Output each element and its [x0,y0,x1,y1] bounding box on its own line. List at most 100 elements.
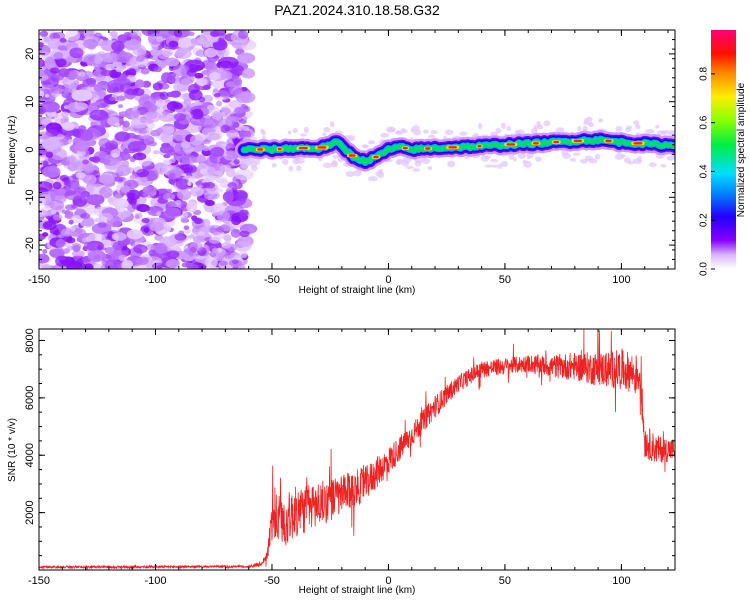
ridge-halo-speckle [484,164,494,168]
noise-speckle [39,212,45,218]
noise-speckle [205,131,223,142]
y-tick-label: 4000 [24,443,36,467]
noise-speckle [148,249,157,257]
noise-speckle [57,45,67,51]
noise-speckle [196,38,205,45]
noise-speckle [222,191,234,203]
noise-speckle [190,231,200,238]
noise-speckle [209,72,221,81]
colorbar-tick-label: 0.2 [699,213,710,227]
noise-speckle [172,102,183,110]
noise-speckle [152,82,163,91]
noise-speckle [81,237,89,243]
ridge-halo-speckle [331,160,338,166]
noise-speckle [139,221,145,227]
noise-speckle [39,84,56,94]
noise-speckle [108,96,116,102]
noise-speckle [91,102,99,107]
noise-speckle [39,253,50,264]
figure-title: PAZ1.2024.310.18.58.G32 [274,2,440,18]
noise-speckle [219,164,232,172]
ridge-peak [477,145,482,148]
noise-speckle [153,66,163,73]
noise-speckle [39,42,44,48]
noise-speckle [183,98,192,106]
noise-speckle [239,224,249,232]
noise-speckle [61,121,75,131]
x-tick-label: 100 [612,274,630,286]
y-tick-label: -20 [24,237,36,253]
noise-speckle [106,87,115,94]
noise-speckle [213,203,226,213]
ridge-halo-speckle [271,162,277,168]
noise-speckle [230,228,241,238]
noise-speckle [71,243,82,251]
noise-speckle [233,158,240,165]
ridge-halo-speckle [400,128,407,132]
noise-speckle [200,187,213,195]
noise-speckle [62,87,73,94]
ridge-halo-speckle [506,125,512,132]
noise-speckle [138,96,157,107]
noise-speckle [112,198,129,209]
noise-speckle [142,185,158,195]
noise-speckle [137,49,147,57]
ridge-halo-speckle [412,168,421,172]
x-tick-label: 100 [612,575,630,587]
ridge-halo-speckle [516,129,525,135]
ridge-halo-speckle [322,162,333,169]
noise-speckle [194,72,204,79]
noise-speckle [83,263,94,269]
noise-speckle [211,111,222,121]
noise-speckle [192,235,206,243]
noise-speckle [164,207,182,219]
noise-speckle [233,77,243,87]
noise-speckle [145,243,156,251]
noise-speckle [188,251,194,257]
x-tick-label: 0 [385,274,391,286]
ridge-halo-speckle [594,153,601,160]
noise-speckle [128,68,136,76]
snr-xlabel: Height of straight line (km) [299,585,416,596]
noise-speckle [136,203,150,213]
ridge-halo-speckle [527,155,532,159]
ridge-halo-speckle [296,165,302,172]
ridge-peak [298,147,308,150]
ridge-halo-speckle [615,126,623,132]
snr-ylabel: SNR (10 * v/v) [7,418,18,482]
ridge-peak [373,155,379,159]
ridge-halo-speckle [508,153,515,160]
y-tick-label: 8000 [24,328,36,352]
noise-speckle [78,71,86,78]
noise-speckle [189,186,204,197]
noise-speckle [89,263,105,269]
noise-speckle [49,246,66,259]
ridge-halo-speckle [394,130,404,135]
noise-speckle [180,216,189,222]
noise-speckle [175,178,190,190]
noise-speckle [87,249,107,262]
y-tick-label: -10 [24,189,36,205]
noise-speckle [223,251,235,259]
noise-speckle [161,72,173,84]
noise-speckle [55,238,66,248]
noise-speckle [114,131,131,142]
noise-speckle [72,250,85,258]
noise-speckle [93,83,103,92]
noise-speckle [234,169,255,181]
ridge-halo-speckle [430,130,439,135]
ridge-halo-speckle [246,160,251,167]
ridge-halo-speckle [569,158,577,162]
noise-speckle [42,220,57,231]
noise-speckle [122,261,128,267]
noise-speckle [177,37,192,49]
noise-speckle [237,30,249,39]
noise-speckle [39,59,46,68]
noise-speckle [202,84,211,90]
noise-speckle [183,225,190,230]
noise-speckle [118,254,128,262]
noise-speckle [166,169,182,180]
noise-speckle [42,139,59,151]
ridge-peak [573,139,582,142]
noise-speckle [116,95,126,102]
